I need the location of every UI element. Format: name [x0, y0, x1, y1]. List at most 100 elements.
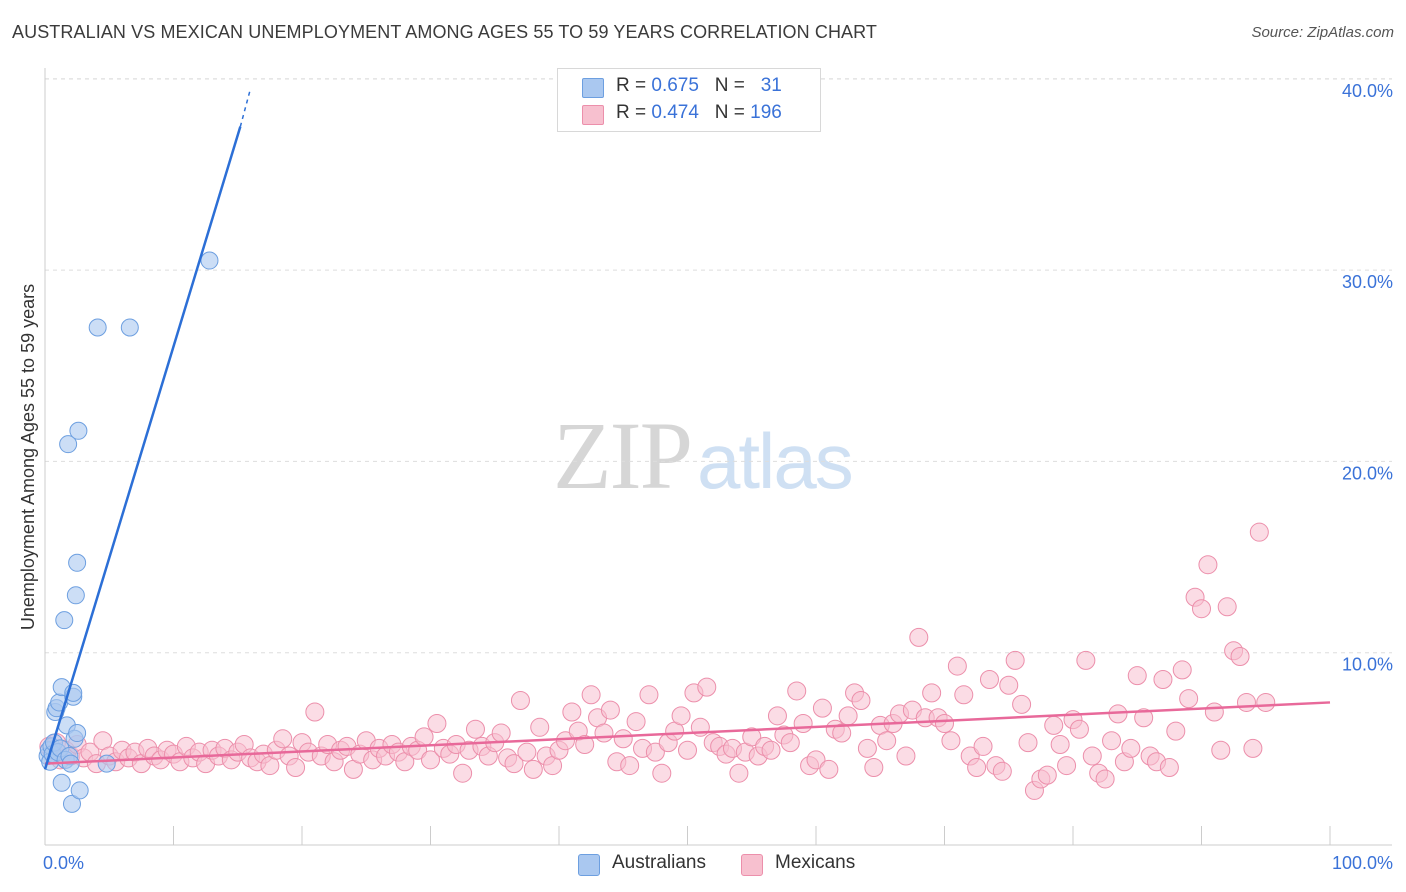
mexicans-point	[1057, 756, 1077, 776]
mexicans-point	[273, 729, 293, 749]
mexicans-point	[504, 754, 524, 774]
mexicans-point	[620, 756, 640, 776]
mexicans-point	[729, 763, 749, 783]
mexicans-point	[594, 723, 614, 743]
mexicans-point	[286, 757, 306, 777]
mexicans-point	[1256, 692, 1276, 712]
mexicans-point	[305, 702, 325, 722]
mexicans-point	[1159, 757, 1179, 777]
mexicans-point	[626, 712, 646, 732]
mexicans-point	[761, 740, 781, 760]
mexicans-point	[427, 713, 447, 733]
axis-layer	[44, 68, 1392, 846]
y-tick-label: 20.0%	[1342, 463, 1393, 483]
y-tick-label: 30.0%	[1342, 272, 1393, 292]
mexicans-point	[1076, 650, 1096, 670]
stats-legend: R = 0.675 N = 31 R = 0.474 N = 196	[557, 68, 821, 132]
australians-point	[52, 773, 71, 792]
mexicans-point	[1204, 702, 1224, 722]
mexicans-point	[742, 727, 762, 747]
mexicans-point	[671, 706, 691, 726]
australians-point	[70, 781, 89, 800]
n-label: N =	[714, 102, 745, 123]
australians-point	[120, 318, 139, 337]
mexicans-point	[896, 746, 916, 766]
legend-text: R = 0.474 N = 196	[616, 102, 782, 124]
mexicans-swatch	[741, 854, 763, 876]
watermark: ZIPatlas	[553, 400, 854, 511]
mexicans-point	[1166, 721, 1186, 741]
australians-point	[59, 435, 78, 454]
mexicans-point	[1121, 738, 1141, 758]
australians-point	[200, 251, 219, 270]
australians-point	[68, 553, 87, 572]
mexicans-point	[806, 750, 826, 770]
y-tick-label: 40.0%	[1342, 81, 1393, 101]
mexicans-point	[1127, 666, 1147, 686]
mexicans-point	[954, 685, 974, 705]
y-axis-label: Unemployment Among Ages 55 to 59 years	[18, 284, 38, 630]
mexicans-point	[414, 727, 434, 747]
mexicans-point	[652, 763, 672, 783]
x-tick-label: 0.0%	[43, 853, 84, 873]
mexicans-point	[1082, 746, 1102, 766]
mexicans-point	[877, 731, 897, 751]
mexicans-point	[1153, 669, 1173, 689]
mexicans-point	[517, 742, 537, 762]
mexicans-point	[793, 713, 813, 733]
mexicans-point	[1018, 733, 1038, 753]
australians-point	[62, 794, 81, 813]
australians-point	[68, 724, 87, 743]
mexicans-point	[1069, 719, 1089, 739]
n-value: 196	[750, 102, 782, 123]
mexicans-point	[1172, 660, 1192, 680]
mexicans-point	[575, 735, 595, 755]
mexicans-trend-line	[44, 701, 1331, 765]
australians-point	[66, 586, 85, 605]
mexicans-point	[523, 759, 543, 779]
mexicans-point	[922, 683, 942, 703]
australians-point	[97, 754, 116, 773]
mexicans-point	[1134, 708, 1154, 728]
r-value: 0.675	[651, 75, 699, 96]
mexicans-point	[992, 761, 1012, 781]
australians-trend-extension	[239, 88, 252, 127]
mexicans-point	[947, 656, 967, 676]
mexicans-point	[857, 738, 877, 758]
trend-lines	[43, 88, 1331, 770]
mexicans-point	[973, 736, 993, 756]
mexicans-point	[697, 677, 717, 697]
mexicans-point	[562, 702, 582, 722]
mexicans-point	[864, 757, 884, 777]
australians-trend-line	[43, 126, 242, 770]
mexicans-point	[1198, 555, 1218, 575]
x-tick-label: 100.0%	[1332, 853, 1393, 873]
mexicans-point	[1102, 731, 1122, 751]
mexicans-point	[1192, 599, 1211, 619]
mexicans-point	[581, 685, 601, 705]
mexicans-point	[787, 681, 807, 701]
mexicans-point	[600, 700, 620, 720]
mexicans-point	[1217, 597, 1237, 617]
legend-text: R = 0.675 N = 31	[616, 75, 782, 97]
mexicans-point	[941, 731, 961, 751]
r-label: R =	[616, 102, 647, 123]
mexicans-point	[1211, 740, 1231, 760]
mexicans-points	[39, 522, 1276, 800]
mexicans-point	[967, 757, 987, 777]
mexicans-point	[639, 685, 659, 705]
mexicans-label: Mexicans	[775, 852, 856, 873]
mexicans-point	[613, 729, 633, 749]
y-tick-label: 10.0%	[1342, 655, 1393, 675]
mexicans-point	[1012, 694, 1032, 714]
mexicans-point	[678, 740, 697, 760]
australians-point	[55, 611, 74, 630]
mexicans-point	[555, 731, 575, 751]
mexicans-point	[491, 723, 511, 743]
mexicans-point	[767, 706, 787, 726]
r-value: 0.474	[651, 102, 699, 123]
mexicans-point	[819, 759, 839, 779]
mexicans-point	[979, 669, 999, 689]
mexicans-point	[832, 723, 852, 743]
